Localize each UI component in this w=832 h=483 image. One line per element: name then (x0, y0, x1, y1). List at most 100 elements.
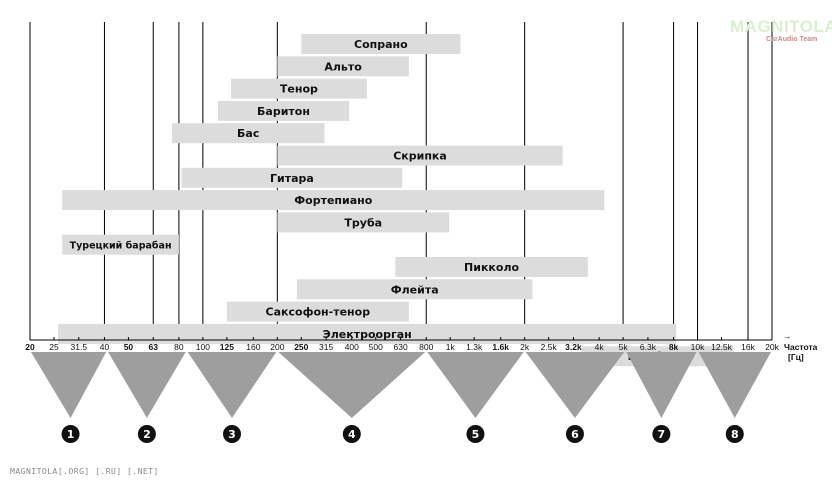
instrument-bar-group: Флейта (296, 279, 533, 300)
x-tick-label: 8k (669, 342, 679, 352)
x-tick-label: 16k (741, 342, 755, 352)
band-number: 2 (143, 428, 151, 441)
instrument-bar (277, 212, 450, 233)
instrument-label: Труба (344, 216, 382, 229)
x-tick-label: 800 (419, 342, 433, 352)
x-tick-label: 40 (100, 342, 110, 352)
instrument-bars: Сопрано Альто Тенор Баритон Бас Скрипка Гитара… (58, 34, 734, 367)
x-tick-label: 25 (49, 342, 59, 352)
band-triangle (626, 352, 697, 418)
instrument-bar-group: Турецкий барабан (62, 234, 179, 255)
band-number: 7 (658, 428, 666, 441)
x-tick-label: 10k (691, 342, 705, 352)
band-number-badge (342, 425, 361, 443)
x-tick-label: 400 (345, 342, 359, 352)
frequency-band: 8 (698, 352, 771, 443)
instrument-label: Фортепиано (294, 194, 373, 207)
x-axis-label: Частота [Гц] (784, 342, 818, 362)
band-triangle (427, 352, 524, 418)
band-number: 5 (472, 428, 480, 441)
band-number-badge (223, 425, 242, 443)
x-tick-label: 200 (270, 342, 284, 352)
band-number-badge (137, 425, 156, 443)
footer-watermark: MAGNITOLA[.ORG] [.RU] [.NET] (10, 467, 159, 476)
instrument-label: Бас (237, 127, 259, 140)
instrument-bar-group: Баритон (217, 100, 350, 121)
band-number: 1 (67, 428, 75, 441)
band-triangle (108, 352, 186, 418)
x-tick-label: 6.3k (640, 342, 657, 352)
instrument-bar-group: Альто (277, 56, 409, 77)
x-tick-label: 630 (393, 342, 407, 352)
frequency-band: 6 (525, 352, 625, 443)
x-tick-label: 2.5k (541, 342, 558, 352)
frequency-band: 5 (427, 352, 524, 443)
instrument-bar (395, 257, 588, 277)
x-tick-label: 250 (294, 342, 308, 352)
x-tick-label: 3.2k (565, 342, 582, 352)
instrument-bar-group: Сопрано (301, 34, 461, 54)
x-tick-label: 4k (595, 342, 605, 352)
x-tick-label: 5k (619, 342, 629, 352)
band-number: 6 (571, 428, 579, 441)
band-number: 4 (348, 428, 356, 441)
x-axis: 20 25 31.5 40 50 63 80 100 125 160 200 250 315 400 500… (25, 337, 780, 352)
band-triangle (187, 352, 277, 418)
band-number: 8 (731, 428, 739, 441)
band-triangle (278, 352, 426, 418)
instrument-bar-group: Бас (171, 123, 325, 144)
x-tick-label: 500 (369, 342, 383, 352)
instrument-bar (62, 234, 179, 255)
x-axis-arrow: → (783, 331, 792, 341)
x-tick-label: 63 (149, 342, 159, 352)
instrument-bar-group: Фортепиано (62, 190, 605, 211)
logo-subtext: CarAudio Team (766, 36, 818, 43)
band-number-badge (652, 425, 671, 443)
instrument-label: Тенор (280, 83, 318, 96)
instrument-bar (296, 279, 533, 300)
x-tick-label: 1.3k (466, 342, 483, 352)
band-number-badge (61, 425, 80, 443)
instrument-bar (181, 167, 403, 188)
frequency-band: 7 (626, 352, 697, 443)
x-tick-label: 1.6k (492, 342, 509, 352)
x-tick-label: 12.5k (711, 342, 733, 352)
x-tick-label: 1k (446, 342, 456, 352)
instrument-bar (62, 190, 605, 211)
instrument-label: Флейта (391, 283, 439, 296)
instrument-bar (226, 301, 409, 322)
band-number: 3 (228, 428, 236, 441)
instrument-bar (301, 34, 461, 54)
instrument-label: Электроорган (323, 328, 412, 341)
logo-text: MAGNITOLA (730, 17, 832, 36)
instrument-label: Саксофон-тенор (266, 306, 371, 319)
x-tick-label: 125 (220, 342, 234, 352)
instrument-bar (217, 100, 350, 121)
instrument-bar-group: Гитара (181, 167, 403, 188)
instrument-bar-group: Труба (277, 212, 450, 233)
x-tick-label: 80 (174, 342, 184, 352)
instrument-bar-group: Пикколо (395, 257, 588, 277)
instrument-label: Скрипка (393, 150, 447, 163)
x-tick-label: 100 (196, 342, 210, 352)
x-axis-title: → Частота [Гц] (783, 331, 818, 362)
frequency-band: 2 (108, 352, 186, 443)
frequency-band: 1 (31, 352, 107, 443)
x-axis-label-unit: [Гц] (788, 352, 804, 362)
instrument-bar (277, 145, 563, 166)
brand-logo: MAGNITOLA CarAudio Team (730, 17, 832, 48)
frequency-band: 4 (278, 352, 426, 443)
x-tick-label: 31.5 (71, 342, 88, 352)
instrument-bar (277, 56, 409, 77)
band-triangle (698, 352, 771, 418)
instrument-bar-group: Тенор (231, 78, 367, 99)
instrument-label: Альто (324, 60, 362, 73)
band-number-badge (725, 425, 744, 443)
x-tick-label: 20k (765, 342, 779, 352)
frequency-bands: 1 2 3 4 5 6 7 8 (31, 352, 771, 443)
instrument-bar (231, 78, 367, 99)
instrument-bar-group: Скрипка (277, 145, 563, 166)
instrument-label: Пикколо (464, 261, 519, 274)
instrument-bar-group: Саксофон-тенор (226, 301, 409, 322)
